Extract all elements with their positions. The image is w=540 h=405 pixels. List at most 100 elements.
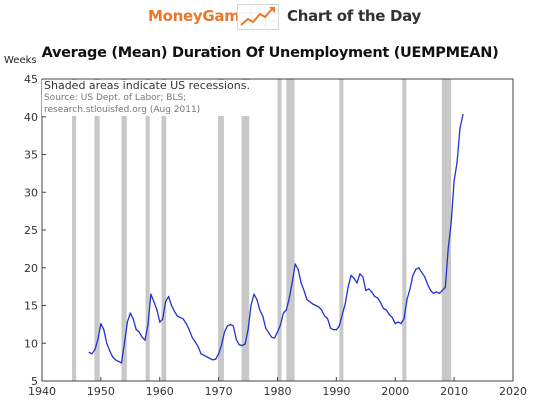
y-tick-label-40: 40 [24, 111, 38, 124]
data-point-0-42 [212, 359, 214, 361]
data-point-0-101 [385, 309, 388, 311]
source-line-2: research.stlouisfed.org (Aug 2011) [44, 105, 201, 115]
data-point-0-98 [376, 297, 379, 299]
data-point-0-49 [232, 325, 234, 327]
data-point-0-119 [438, 292, 441, 295]
data-point-0-26 [165, 301, 167, 303]
y-tick-label-25: 25 [24, 224, 38, 237]
data-point-0-24 [159, 321, 161, 323]
data-point-0-53 [244, 343, 246, 345]
data-point-0-58 [259, 309, 261, 311]
data-point-0-46 [223, 331, 226, 333]
data-point-0-92 [359, 273, 361, 275]
data-point-0-88 [347, 286, 349, 288]
data-point-0-81 [326, 317, 329, 319]
banner: MoneyGame Chart of the Day [0, 0, 540, 34]
data-point-0-9 [114, 359, 117, 361]
data-point-0-39 [203, 354, 205, 356]
data-point-0-38 [200, 353, 202, 355]
data-point-0-86 [341, 313, 343, 316]
data-point-0-33 [185, 323, 187, 325]
data-point-0-29 [173, 310, 176, 313]
data-point-0-75 [309, 301, 311, 303]
y-tick-label-20: 20 [24, 262, 38, 275]
recession-band-10 [402, 79, 407, 381]
recession-band-7 [277, 79, 282, 381]
data-point-0-122 [447, 248, 449, 250]
data-point-0-21 [150, 293, 152, 295]
brand-name[interactable]: MoneyGame [148, 7, 250, 25]
x-tick-label-1990: 1990 [322, 385, 350, 398]
recession-band-8 [286, 79, 295, 381]
data-point-0-85 [338, 325, 340, 327]
data-point-0-2 [94, 348, 96, 350]
data-point-0-8 [112, 356, 114, 358]
data-point-0-116 [429, 289, 432, 291]
data-point-0-36 [194, 341, 196, 343]
data-point-0-52 [241, 344, 243, 347]
x-tick-label-1950: 1950 [87, 385, 115, 398]
data-point-0-90 [353, 277, 355, 279]
data-point-0-79 [321, 309, 323, 311]
x-tick-label-1940: 1940 [28, 385, 56, 398]
data-point-0-13 [126, 321, 128, 323]
data-point-0-111 [415, 268, 417, 270]
recession-band-3 [145, 79, 150, 381]
y-tick-label-45: 45 [24, 73, 38, 86]
y-tick-label-35: 35 [24, 149, 38, 162]
data-point-0-1 [91, 353, 93, 355]
data-point-0-126 [459, 127, 461, 129]
data-point-0-91 [356, 282, 358, 284]
data-point-0-109 [409, 288, 411, 290]
data-point-0-65 [279, 324, 282, 326]
data-point-0-3 [97, 338, 99, 341]
data-point-0-67 [285, 309, 287, 311]
data-point-0-32 [182, 318, 184, 320]
data-point-0-93 [362, 276, 364, 278]
data-point-0-114 [424, 276, 426, 278]
data-point-0-50 [235, 338, 237, 341]
data-point-0-72 [300, 282, 302, 284]
data-point-0-74 [306, 298, 308, 301]
data-point-0-107 [403, 317, 405, 319]
data-point-0-77 [315, 304, 317, 307]
data-point-0-95 [368, 288, 370, 290]
data-point-0-11 [120, 362, 123, 364]
data-point-0-83 [332, 329, 335, 331]
data-point-0-80 [324, 315, 326, 317]
data-point-0-28 [170, 304, 173, 307]
x-tick-label-1980: 1980 [264, 385, 292, 398]
data-point-0-120 [441, 289, 443, 291]
data-point-0-123 [450, 221, 452, 224]
data-point-0-113 [421, 271, 423, 273]
chart-of-the-day-label: Chart of the Day [287, 7, 421, 25]
data-point-0-108 [406, 298, 408, 301]
data-point-0-76 [312, 303, 314, 305]
recession-band-9 [339, 79, 344, 381]
data-point-0-47 [226, 325, 229, 327]
data-point-0-40 [206, 356, 208, 358]
recession-band-5 [218, 79, 224, 381]
series-line-0 [88, 114, 464, 364]
data-point-0-87 [344, 303, 346, 305]
data-point-0-60 [265, 327, 267, 329]
data-point-0-17 [138, 331, 140, 333]
data-point-0-48 [229, 323, 231, 325]
data-point-0-102 [388, 313, 390, 316]
data-point-0-22 [153, 301, 155, 303]
data-point-0-78 [318, 306, 320, 308]
data-point-0-54 [247, 329, 249, 331]
data-point-0-7 [109, 350, 111, 352]
data-point-0-94 [365, 289, 367, 291]
recession-band-2 [121, 79, 127, 381]
data-point-0-103 [391, 316, 393, 319]
data-point-0-82 [329, 327, 332, 329]
x-tick-label-1970: 1970 [205, 385, 233, 398]
data-point-0-15 [132, 318, 134, 320]
data-point-0-69 [291, 282, 293, 284]
data-point-0-70 [294, 263, 296, 265]
axis-ticks: 1940 1950 1960 1970 1980 1990 2000 2010 2020 5 10 1… [24, 73, 527, 398]
data-point-0-12 [123, 342, 126, 344]
recession-band-1 [94, 79, 100, 381]
